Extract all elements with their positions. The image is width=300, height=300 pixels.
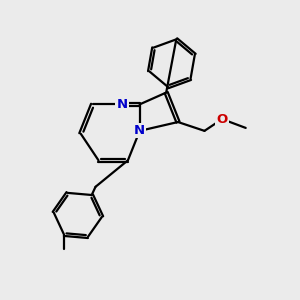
Text: O: O xyxy=(217,112,228,126)
Text: N: N xyxy=(134,124,145,137)
Text: N: N xyxy=(116,98,128,111)
